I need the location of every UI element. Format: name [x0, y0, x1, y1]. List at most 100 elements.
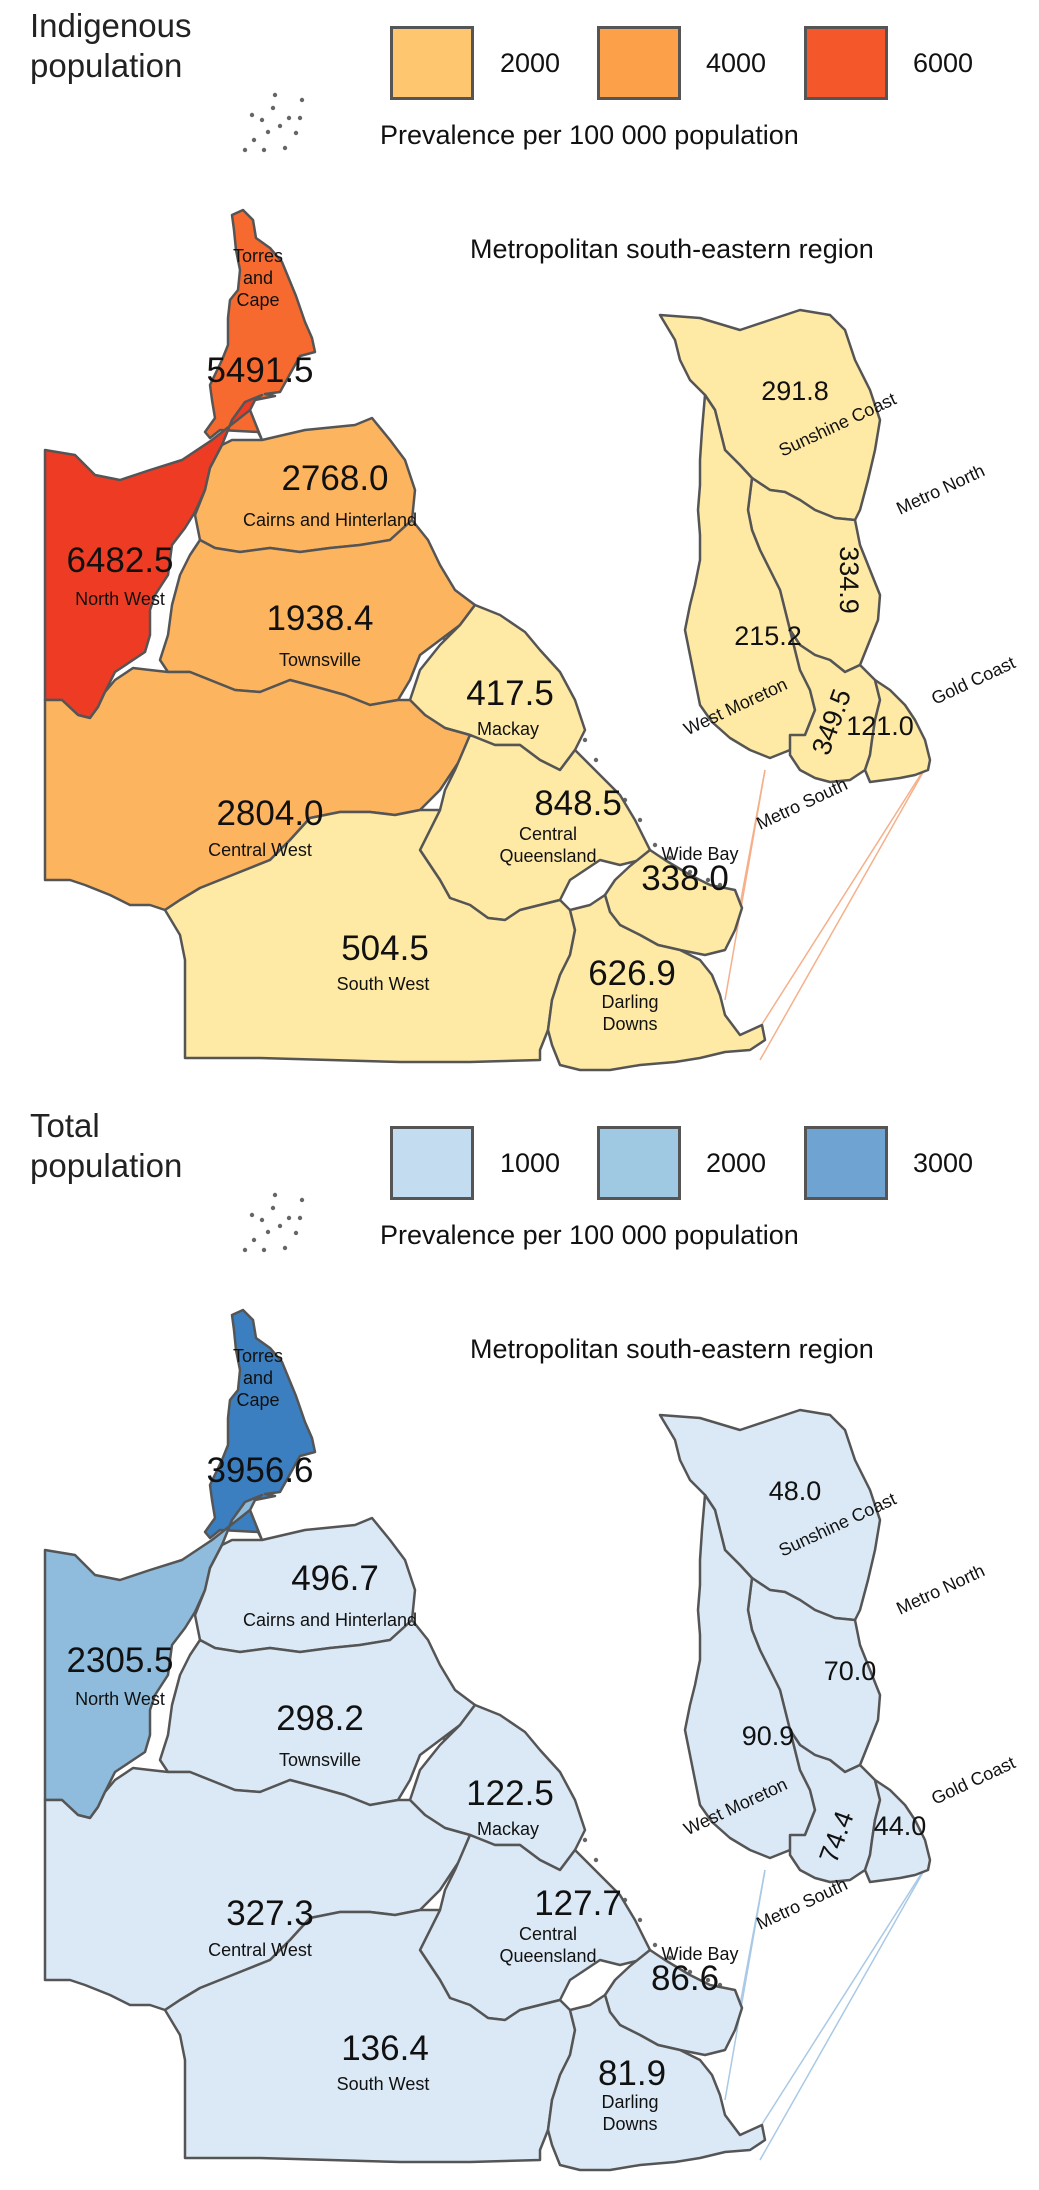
region-value-cairns: 2768.0: [281, 459, 388, 498]
region-name-north-west: North West: [75, 589, 165, 609]
island-dot: [667, 1955, 673, 1961]
island-dot: [297, 1215, 303, 1221]
region-value-darling: 81.9: [598, 2054, 666, 2093]
metro-name-gold-coast: Gold Coast: [928, 652, 1018, 708]
metro-caption: Metropolitan south-eastern region: [470, 234, 874, 264]
island-dot: [261, 147, 267, 153]
island-dot: [667, 855, 673, 861]
region-townsville: [158, 1618, 477, 1807]
island-dot: [582, 737, 588, 743]
island-dot: [293, 130, 299, 136]
region-south-west: [163, 1908, 577, 2164]
map-svg: 5491.5 Torres and Cape 6482.5 North West 2768.…: [43, 92, 1018, 1072]
legend-label-2: 4000: [706, 48, 767, 78]
metro-value-sunshine: 291.8: [761, 376, 829, 406]
region-name-wide-bay: Wide Bay: [661, 1944, 738, 1964]
island-dot: [265, 129, 271, 135]
island-dot: [259, 1217, 265, 1223]
island-dot: [261, 1247, 267, 1253]
region-metro-south: [788, 628, 882, 784]
region-name-torres: Torres and Cape: [233, 246, 283, 310]
region-value-central-qld: 848.5: [534, 784, 622, 823]
region-value-cairns: 496.7: [291, 1559, 379, 1598]
metro-name-metro-south: Metro South: [753, 1874, 850, 1934]
island-dot: [652, 842, 658, 848]
region-torres: [203, 208, 317, 442]
region-value-mackay: 122.5: [466, 1774, 554, 1813]
region-south-west: [163, 808, 577, 1064]
metro-name-metro-north: Metro North: [893, 460, 988, 518]
region-name-darling: Darling Downs: [601, 2092, 658, 2134]
island-dot: [277, 123, 283, 129]
legend-label-1: 1000: [500, 1148, 561, 1178]
island-dot: [705, 1977, 711, 1983]
legend-caption: Prevalence per 100 000 population: [380, 120, 799, 150]
region-townsville: [158, 518, 477, 707]
legend-swatch-3: [804, 1126, 888, 1200]
island-dot: [593, 757, 599, 763]
region-wide-bay: [603, 1948, 744, 2057]
island-dot: [259, 117, 265, 123]
legend-label-3: 3000: [913, 1148, 974, 1178]
title-line-1: Indigenous: [30, 7, 192, 44]
legend-caption: Prevalence per 100 000 population: [380, 1220, 799, 1250]
island-dot: [251, 1237, 257, 1243]
region-value-south-west: 504.5: [341, 929, 429, 968]
island-dot: [242, 147, 248, 153]
island-dot: [582, 1837, 588, 1843]
region-value-north-west: 2305.5: [66, 1641, 173, 1680]
island-dot: [297, 115, 303, 121]
island-dot: [705, 877, 711, 883]
metro-caption: Metropolitan south-eastern region: [470, 1334, 874, 1364]
region-value-townsville: 1938.4: [266, 599, 373, 638]
region-value-townsville: 298.2: [276, 1699, 364, 1738]
island-dot: [265, 1229, 271, 1235]
metro-name-metro-south: Metro South: [753, 774, 850, 834]
region-torres: [203, 1308, 317, 1542]
metro-value-gold-coast: 44.0: [874, 1811, 927, 1841]
region-name-central-qld: Central Queensland: [499, 824, 596, 866]
metro-value-metro-north: 70.0: [824, 1656, 877, 1686]
region-gold-coast: [863, 1778, 932, 1884]
inset-connector-line: [751, 759, 931, 1041]
region-name-wide-bay: Wide Bay: [661, 844, 738, 864]
region-metro-south: [788, 1728, 882, 1884]
region-value-north-west: 6482.5: [66, 541, 173, 580]
island-dot: [282, 145, 288, 151]
region-name-central-west: Central West: [208, 840, 312, 860]
title-line-1: Total: [30, 1107, 100, 1144]
region-value-wide-bay: 338.0: [641, 859, 729, 898]
region-darling: [546, 1993, 767, 2172]
metro-value-west-moreton: 215.2: [734, 621, 802, 651]
metro-value-sunshine: 48.0: [769, 1476, 822, 1506]
panel-title: Total population: [30, 1106, 182, 1186]
island-dot: [299, 97, 305, 103]
region-name-north-west: North West: [75, 1689, 165, 1709]
island-dot: [249, 1212, 255, 1218]
region-value-mackay: 417.5: [466, 674, 554, 713]
island-dot: [593, 1857, 599, 1863]
region-name-mackay: Mackay: [477, 719, 539, 739]
region-value-south-west: 136.4: [341, 2029, 429, 2068]
legend-swatch-2: [597, 26, 681, 100]
island-dot: [652, 1942, 658, 1948]
panel-title: Indigenous population: [30, 6, 191, 86]
region-name-mackay: Mackay: [477, 1819, 539, 1839]
legend-swatch-1: [390, 26, 474, 100]
island-dot: [249, 112, 255, 118]
region-name-central-west: Central West: [208, 1940, 312, 1960]
title-line-2: population: [30, 1147, 183, 1184]
island-dot: [286, 115, 292, 121]
region-value-central-west: 2804.0: [216, 794, 323, 833]
inset-connector-line: [759, 759, 931, 1061]
inset-connector-line: [724, 769, 766, 1001]
inset-connector-line: [724, 1869, 766, 2101]
metro-name-gold-coast: Gold Coast: [928, 1752, 1018, 1808]
island-dot: [242, 1247, 248, 1253]
region-name-south-west: South West: [337, 2074, 430, 2094]
region-value-darling: 626.9: [588, 954, 676, 993]
inset-connector-line: [751, 1859, 931, 2141]
metro-value-metro-north: 334.9: [834, 546, 864, 614]
island-dot: [282, 1245, 288, 1251]
island-dot: [270, 105, 276, 111]
